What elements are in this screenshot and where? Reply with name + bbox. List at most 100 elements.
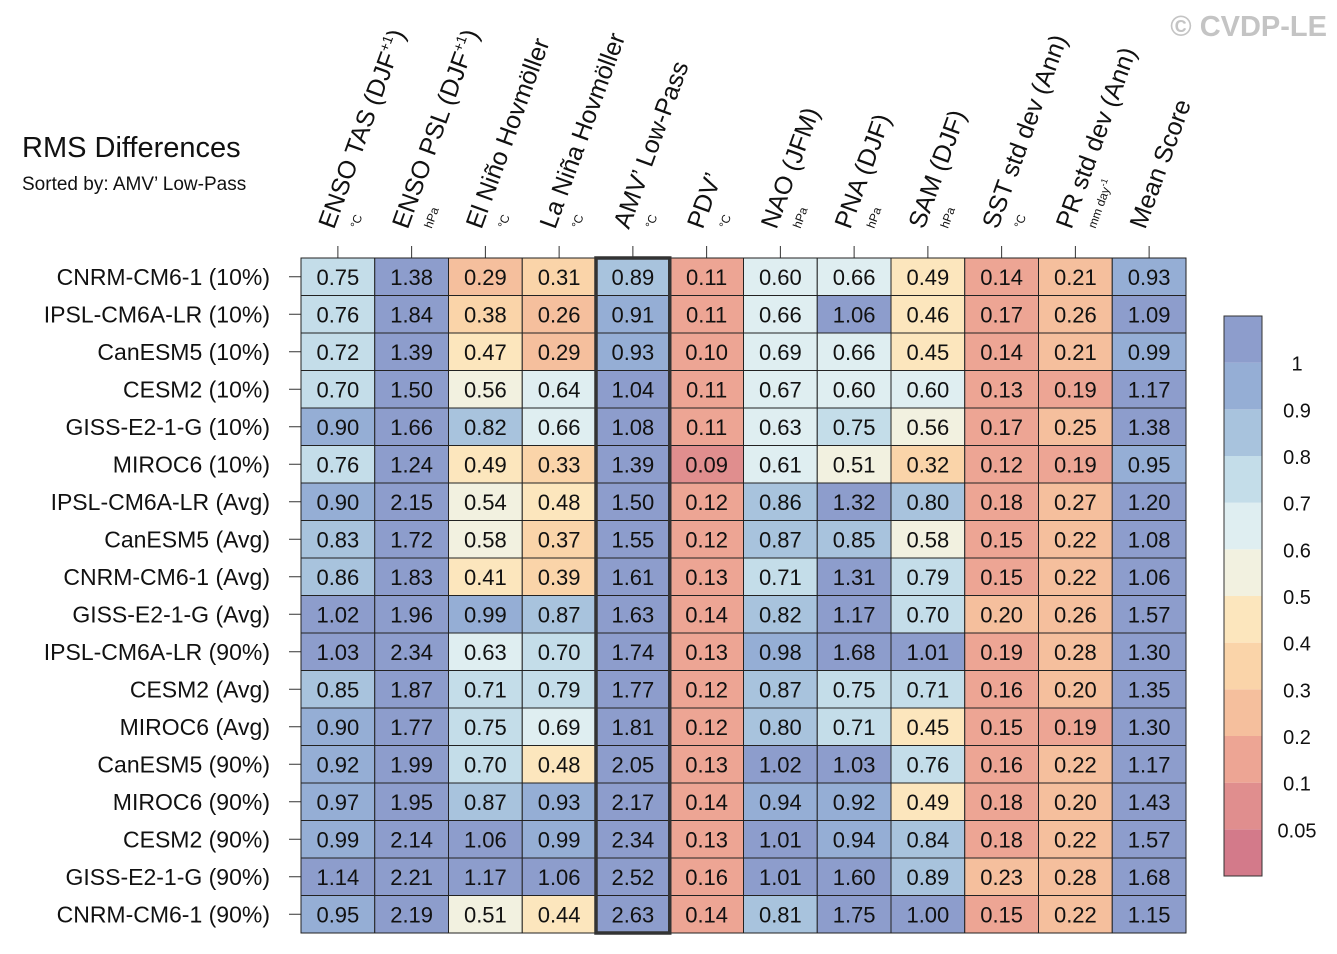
heatmap-cell: [669, 782, 744, 821]
heatmap-cell: [300, 557, 376, 596]
cell-value-label: 0.99: [316, 827, 359, 852]
heatmap-cell: [300, 632, 376, 671]
heatmap-cell: [595, 857, 671, 896]
colorbar-swatch: [1224, 502, 1262, 550]
colorbar-swatch: [1224, 456, 1262, 503]
cell-value-label: 0.12: [685, 490, 728, 515]
cell-value-label: 1.06: [1128, 565, 1171, 590]
column-unit-label: °C: [348, 212, 366, 230]
cell-value-label: 1.63: [611, 602, 654, 627]
cell-value-label: 1.50: [611, 490, 654, 515]
cell-value-label: 1.39: [611, 452, 654, 477]
cell-value-label: 0.95: [316, 902, 359, 927]
heatmap-cell: [890, 407, 966, 446]
cell-value-label: 0.85: [316, 677, 359, 702]
cell-value-label: 1.68: [833, 640, 876, 665]
heatmap-cell: [669, 595, 744, 634]
heatmap-cell: [1111, 595, 1187, 634]
column-unit-label: hPa: [421, 205, 442, 230]
cell-value-label: 0.86: [759, 490, 802, 515]
cell-value-label: 0.13: [685, 565, 728, 590]
cell-value-label: 1.17: [464, 865, 507, 890]
heatmap-cell: [1111, 557, 1187, 596]
heatmap-cell: [595, 557, 671, 596]
heatmap-cell: [1038, 857, 1113, 896]
cell-value-label: 1.30: [1128, 640, 1171, 665]
cell-value-label: 1.14: [316, 865, 359, 890]
heatmap-cell: [300, 482, 376, 521]
heatmap-cell: [964, 520, 1039, 559]
cell-value-label: 0.29: [538, 340, 581, 365]
cell-value-label: 1.01: [759, 865, 802, 890]
colorbar-tick-label: 0.9: [1283, 400, 1311, 422]
cell-value-label: 1.61: [611, 565, 654, 590]
cell-value-label: 1.01: [906, 640, 949, 665]
row-label: CNRM-CM6-1 (Avg): [63, 564, 270, 590]
cell-value-label: 2.21: [390, 865, 433, 890]
cell-value-label: 0.60: [906, 377, 949, 402]
cell-value-label: 0.49: [906, 790, 949, 815]
cell-value-label: 0.21: [1054, 340, 1097, 365]
column-headers: ENSO TAS (DJF+1)°C ENSO PSL (DJF+1)hPa El …: [312, 25, 1197, 258]
colorbar-tick-label: 0.2: [1283, 727, 1311, 749]
cell-value-label: 0.22: [1054, 565, 1097, 590]
heatmap-cell: [374, 595, 449, 634]
cell-value-label: 0.22: [1054, 827, 1097, 852]
heatmap-cell: [521, 295, 597, 334]
cell-value-label: 1.66: [390, 415, 433, 440]
cell-value-label: 0.79: [538, 677, 581, 702]
heatmap-cell: [1038, 557, 1113, 596]
cell-value-label: 0.18: [980, 490, 1023, 515]
heatmap-cell: [964, 670, 1039, 709]
cell-value-label: 0.80: [906, 490, 949, 515]
heatmap-cell: [890, 670, 966, 709]
cell-value-label: 0.15: [980, 902, 1023, 927]
heatmap-cell: [448, 632, 523, 671]
row-label: CESM2 (10%): [123, 376, 270, 402]
cell-value-label: 0.38: [464, 302, 507, 327]
heatmap-cell: [300, 745, 376, 784]
cell-value-label: 0.51: [833, 452, 876, 477]
heatmap-cell: [300, 820, 376, 859]
highlighted-column-outline: [594, 256, 672, 935]
cell-value-label: 0.31: [538, 265, 581, 290]
cell-value-label: 0.90: [316, 715, 359, 740]
cell-value-label: 0.48: [538, 752, 581, 777]
heatmap-cell: [669, 557, 744, 596]
colorbar-swatch: [1224, 782, 1262, 830]
cell-value-label: 2.52: [611, 865, 654, 890]
cell-value-label: 1.95: [390, 790, 433, 815]
cell-value-label: 0.45: [906, 715, 949, 740]
colorbar-swatch: [1224, 316, 1262, 363]
cell-value-label: 1.02: [759, 752, 802, 777]
heatmap-cell: [521, 820, 597, 859]
heatmap-cell: [1111, 407, 1187, 446]
cell-value-label: 0.87: [759, 677, 802, 702]
heatmap-cell: [743, 895, 818, 934]
heatmap-cell: [964, 595, 1039, 634]
cell-value-label: 0.99: [1128, 340, 1171, 365]
cell-value-label: 2.05: [611, 752, 654, 777]
row-label: MIROC6 (10%): [113, 451, 270, 477]
cell-value-label: 2.14: [390, 827, 433, 852]
cell-value-label: 1.20: [1128, 490, 1171, 515]
cell-value-label: 1.39: [390, 340, 433, 365]
colorbar-swatch: [1224, 596, 1262, 643]
cell-value-label: 0.20: [980, 602, 1023, 627]
cell-value-label: 0.64: [538, 377, 581, 402]
heatmap-cell: [743, 257, 818, 296]
heatmap-cell: [669, 407, 744, 446]
cell-value-label: 0.29: [464, 265, 507, 290]
heatmap-cell: [448, 857, 523, 896]
heatmap-cell: [595, 895, 671, 934]
heatmap-cell: [448, 370, 523, 409]
cell-value-label: 0.11: [686, 302, 727, 327]
cell-value-label: 0.93: [611, 340, 654, 365]
cell-value-label: 0.18: [980, 790, 1023, 815]
cell-value-label: 0.44: [538, 902, 581, 927]
cell-value-label: 0.12: [685, 715, 728, 740]
cell-value-label: 0.27: [1054, 490, 1097, 515]
heatmap-cell: [1038, 482, 1113, 521]
cell-value-label: 1.06: [833, 302, 876, 327]
heatmap-cell: [890, 820, 966, 859]
